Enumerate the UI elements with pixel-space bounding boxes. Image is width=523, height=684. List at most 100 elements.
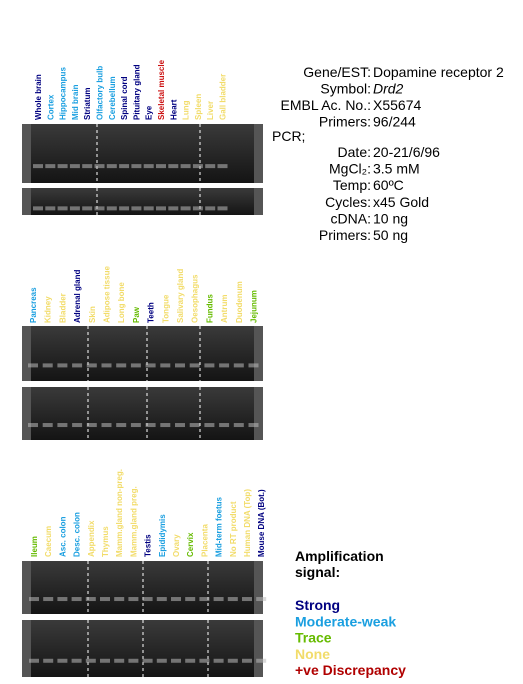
- lane-label: Ovary: [172, 534, 181, 557]
- gel-band: [156, 597, 167, 602]
- lane-label: Skin: [88, 306, 97, 323]
- gel-band: [57, 658, 68, 663]
- lane-label: Salivary gland: [176, 269, 185, 323]
- gel-band: [168, 206, 179, 211]
- gel-band: [86, 423, 97, 428]
- lane-label: Liver: [206, 101, 215, 120]
- info-key: Symbol:: [320, 81, 371, 97]
- legend-item: Trace: [295, 630, 332, 646]
- info-key: Cycles:: [325, 194, 371, 210]
- gel: [22, 188, 263, 215]
- gel-band: [114, 597, 125, 602]
- lane-label: Pituitary gland: [132, 64, 141, 120]
- gel-band: [204, 363, 215, 368]
- lane-label: Mamm.gland non-preg.: [115, 469, 124, 557]
- lane-label: Paw: [132, 306, 141, 323]
- gel-band: [119, 164, 130, 169]
- lane-label: Testis: [144, 534, 153, 557]
- lane-label: Cervix: [186, 532, 195, 557]
- marker-lane: [22, 561, 31, 614]
- gel-band: [101, 363, 112, 368]
- gel-band: [143, 164, 154, 169]
- info-value: 96/244: [373, 114, 416, 130]
- gel: [22, 620, 263, 677]
- gel-band: [242, 658, 252, 663]
- gel-band: [213, 658, 224, 663]
- legend-item: None: [295, 646, 330, 662]
- lane-label: Heart: [169, 99, 178, 120]
- gel-band: [82, 206, 93, 211]
- lane-label: Jejunum: [250, 290, 259, 323]
- gel-band: [131, 206, 142, 211]
- lane-label: Human DNA (Top): [243, 489, 252, 557]
- lane-label: Appendix: [87, 520, 96, 557]
- marker-lane: [254, 124, 263, 183]
- lane-label: No RT product: [229, 501, 238, 557]
- gel: [22, 387, 263, 440]
- gel-band: [57, 363, 68, 368]
- lane-label: Antrum: [220, 295, 229, 323]
- gel-band: [256, 658, 267, 663]
- lane-label: Adrenal gland: [73, 270, 82, 323]
- gel-band: [227, 658, 238, 663]
- gel-band: [145, 363, 156, 368]
- gel-band: [116, 363, 127, 368]
- marker-lane: [22, 124, 31, 183]
- gel-band: [227, 597, 238, 602]
- info-key: Date:: [338, 144, 371, 160]
- lane-label: Oesophagus: [191, 274, 200, 323]
- gel: [22, 124, 263, 183]
- gel-band: [156, 164, 166, 169]
- gel-band: [43, 658, 54, 663]
- info-value: 60ºC: [373, 177, 404, 193]
- gel-band: [100, 658, 110, 663]
- gel-band: [85, 658, 96, 663]
- gel-band: [114, 658, 125, 663]
- lane-label: Spinal cord: [120, 76, 129, 120]
- gel-band: [131, 164, 142, 169]
- gel-band: [130, 363, 141, 368]
- gel-band: [189, 423, 200, 428]
- gel-band: [100, 597, 110, 602]
- marker-lane: [254, 561, 263, 614]
- lane-label: Whole brain: [34, 74, 43, 120]
- gel-band: [28, 423, 38, 428]
- lane-label: Epididymis: [158, 514, 167, 557]
- info-value: 50 ng: [373, 227, 408, 243]
- info-key: EMBL Ac. No.:: [280, 97, 371, 113]
- marker-lane: [22, 387, 31, 440]
- gel-band: [256, 597, 267, 602]
- gel-band: [180, 206, 191, 211]
- gel-band: [192, 164, 203, 169]
- gel-band: [180, 164, 191, 169]
- gel-band: [85, 597, 96, 602]
- lane-label: Pancreas: [29, 287, 38, 323]
- gel-band: [106, 206, 117, 211]
- gel-band: [205, 206, 216, 211]
- gel-band: [175, 363, 185, 368]
- gel-band: [86, 363, 97, 368]
- lane-label: Long bone: [117, 282, 126, 323]
- lane-label: Bladder: [58, 293, 67, 323]
- lane-label: Kidney: [44, 296, 53, 323]
- gel-band: [199, 597, 210, 602]
- gel-band: [130, 423, 141, 428]
- lane-label: Striatum: [83, 88, 92, 120]
- lane-label: Fundus: [205, 294, 214, 323]
- gel-band: [28, 363, 38, 368]
- gel-band: [128, 597, 139, 602]
- gel-band: [72, 363, 83, 368]
- info-key: cDNA:: [331, 210, 371, 226]
- gel-band: [185, 658, 196, 663]
- gel-band: [94, 164, 105, 169]
- gel-band: [33, 206, 43, 211]
- gel-band: [219, 363, 230, 368]
- gel-band: [142, 658, 153, 663]
- info-key: MgCl₂:: [329, 161, 371, 177]
- legend-item: +ve Discrepancy: [295, 662, 406, 678]
- gel-band: [71, 597, 82, 602]
- gel-band: [189, 363, 200, 368]
- lane-label: Duodenum: [235, 281, 244, 323]
